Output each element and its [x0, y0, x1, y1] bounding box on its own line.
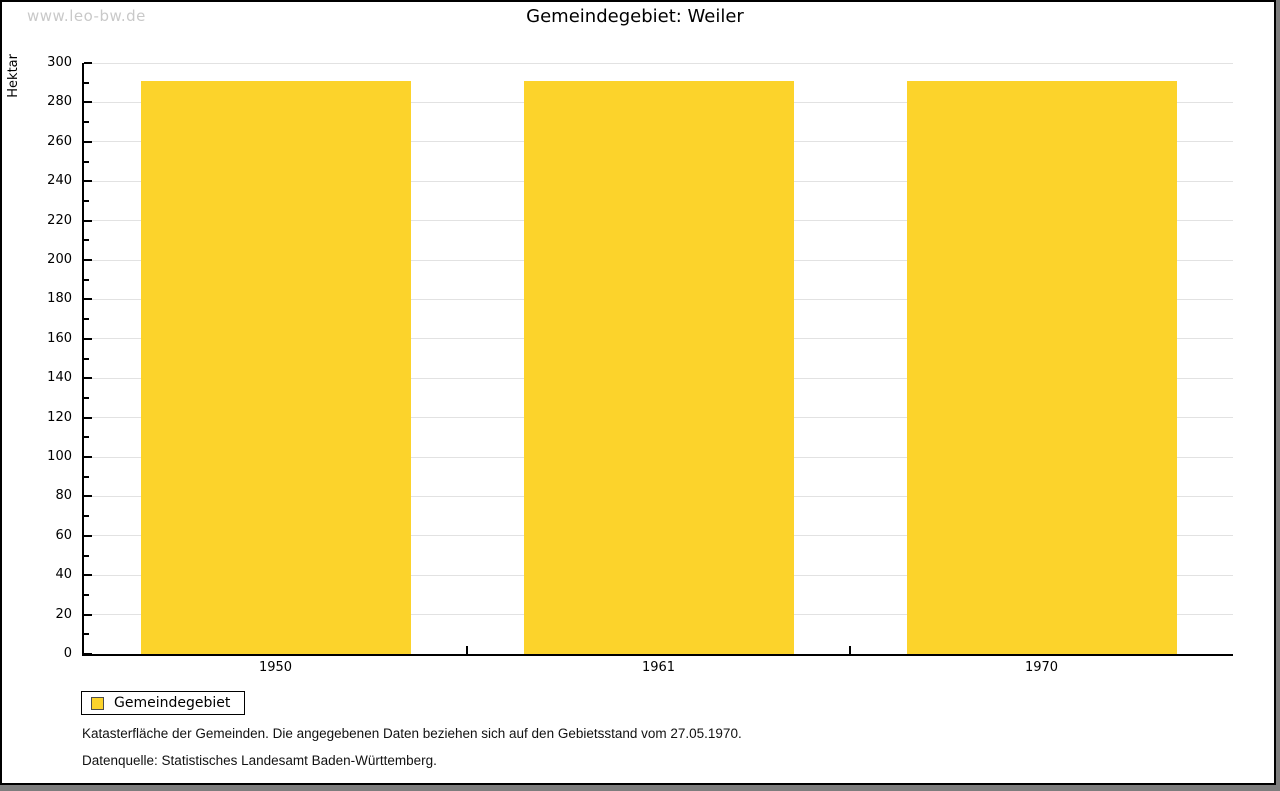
y-major-tick [84, 495, 92, 498]
x-category-label: 1950 [258, 660, 293, 675]
y-major-tick [84, 653, 92, 655]
y-tick-label: 200 [47, 252, 72, 267]
bar-1961 [523, 80, 794, 654]
y-tick-label: 280 [47, 94, 72, 110]
y-minor-tick [84, 593, 89, 596]
x-category-label: 1961 [641, 660, 676, 675]
y-minor-tick [84, 199, 89, 202]
y-tick-label: 180 [47, 291, 72, 307]
y-major-tick [84, 101, 92, 104]
y-major-tick [84, 337, 92, 340]
y-major-tick [84, 219, 92, 222]
y-tick-label: 300 [47, 55, 72, 70]
y-minor-tick [84, 475, 89, 478]
y-minor-tick [84, 554, 89, 557]
chart-title: Gemeindegebiet: Weiler [526, 6, 744, 27]
y-major-tick [84, 298, 92, 301]
y-tick-label: 0 [63, 646, 72, 661]
y-tick-label: 160 [47, 330, 72, 346]
y-minor-tick [84, 436, 89, 439]
y-minor-tick [84, 239, 89, 242]
legend-box: Gemeindegebiet [81, 691, 246, 715]
y-major-tick [84, 62, 92, 64]
y-major-tick [84, 180, 92, 183]
y-tick-label: 20 [55, 606, 72, 622]
y-tick-label: 80 [55, 488, 72, 504]
y-minor-tick [84, 81, 89, 84]
y-minor-tick [84, 357, 89, 360]
y-major-tick [84, 377, 92, 380]
plot-area: 0 20 40 60 80 100 120 140 160 180 200 220 240 260 280 3… [47, 55, 1233, 675]
bar-1970 [906, 80, 1177, 654]
y-minor-tick [84, 515, 89, 518]
x-boundary-tick [849, 646, 851, 654]
y-tick-label: 40 [55, 567, 72, 583]
y-tick-label: 240 [47, 173, 72, 189]
y-major-tick [84, 259, 92, 261]
y-tick-label: 220 [47, 212, 72, 228]
legend-color-swatch [91, 696, 104, 710]
y-minor-tick [84, 318, 89, 321]
x-boundary-tick [466, 646, 468, 654]
y-axis-title: Hektar [6, 54, 21, 98]
y-tick-label: 260 [47, 133, 72, 149]
legend-label: Gemeindegebiet [114, 695, 231, 711]
watermark-text: www.leo-bw.de [27, 7, 146, 25]
y-minor-tick [84, 396, 89, 399]
y-tick-label: 60 [55, 527, 72, 543]
y-gridline [84, 62, 1233, 64]
y-major-tick [84, 140, 92, 143]
y-major-tick [84, 534, 92, 537]
y-minor-tick [84, 633, 89, 636]
y-minor-tick [84, 160, 89, 163]
y-major-tick [84, 456, 92, 458]
y-minor-tick [84, 278, 89, 281]
y-tick-label: 140 [47, 370, 72, 386]
x-category-label: 1970 [1024, 660, 1059, 675]
y-major-tick [84, 416, 92, 419]
footnote-source-note: Katasterfläche der Gemeinden. Die angege… [82, 726, 742, 741]
y-minor-tick [84, 121, 89, 124]
y-major-tick [84, 574, 92, 577]
y-major-tick [84, 613, 92, 616]
footnote-data-source: Datenquelle: Statistisches Landesamt Bad… [82, 753, 437, 768]
y-tick-label: 100 [47, 449, 72, 464]
y-tick-label: 120 [47, 409, 72, 425]
bar-1950 [140, 80, 411, 654]
